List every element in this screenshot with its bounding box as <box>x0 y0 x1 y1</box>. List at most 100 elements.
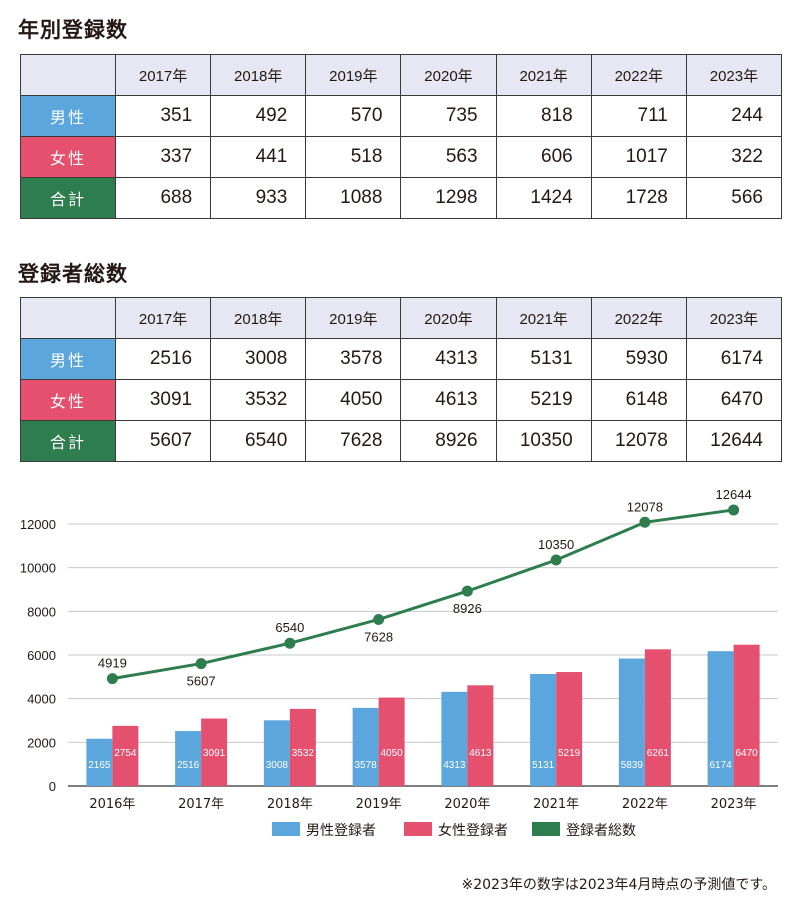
total-label: 7628 <box>364 629 393 644</box>
table-cell: 818 <box>495 95 592 137</box>
total-point <box>373 613 385 625</box>
total-point <box>728 504 740 516</box>
table-cell: 6148 <box>590 379 687 421</box>
year-header: 2023年 <box>685 54 783 96</box>
y-tick-label: 8000 <box>27 604 56 619</box>
table-cell: 606 <box>495 136 592 178</box>
table-cell: 6540 <box>210 420 307 462</box>
bar-label-male: 4313 <box>443 760 466 771</box>
table-cell: 563 <box>400 136 497 178</box>
x-tick-label: 2017年 <box>178 797 224 812</box>
cumulative-title: 登録者総数 <box>18 262 128 286</box>
bar-female <box>289 708 316 786</box>
bar-label-female: 2754 <box>114 748 137 759</box>
table-cell: 5219 <box>495 379 592 421</box>
bar-male <box>618 658 645 786</box>
total-point <box>639 516 651 528</box>
table-cell: 1424 <box>495 177 592 219</box>
y-tick-label: 10000 <box>20 561 56 576</box>
table-cell: 7628 <box>305 420 402 462</box>
table-cell: 10350 <box>495 420 592 462</box>
table-cell: 5930 <box>590 338 687 380</box>
bar-female <box>201 718 228 786</box>
total-label: 8926 <box>453 601 482 616</box>
row-label: 男性 <box>20 95 116 137</box>
year-header: 2021年 <box>495 297 592 339</box>
year-header: 2020年 <box>400 297 497 339</box>
header-row: 2017年 2018年 2019年 2020年 2021年 2022年 2023年 <box>20 54 783 96</box>
bar-female <box>112 725 139 786</box>
table-cell: 570 <box>305 95 402 137</box>
table-cell: 735 <box>400 95 497 137</box>
table-cell: 441 <box>210 136 307 178</box>
table-cell: 688 <box>114 177 212 219</box>
x-tick-label: 2018年 <box>267 797 313 812</box>
x-tick-label: 2023年 <box>711 797 757 812</box>
table-cell: 2516 <box>114 338 212 380</box>
x-tick-label: 2016年 <box>89 797 135 812</box>
year-header: 2019年 <box>305 54 402 96</box>
corner-cell <box>20 54 116 96</box>
bar-label-female: 3532 <box>292 748 315 759</box>
x-tick-label: 2022年 <box>622 797 668 812</box>
year-header: 2019年 <box>305 297 402 339</box>
table-cell: 6470 <box>685 379 783 421</box>
table-row: 合計 5607 6540 7628 8926 10350 12078 12644 <box>20 420 783 462</box>
y-tick-label: 2000 <box>27 735 56 750</box>
footnote: ※2023年の数字は2023年4月時点の予測値です。 <box>461 877 777 893</box>
bar-label-male: 2516 <box>177 760 200 771</box>
total-point <box>461 585 473 597</box>
year-header: 2018年 <box>210 54 307 96</box>
row-label: 男性 <box>20 338 116 380</box>
table-cell: 518 <box>305 136 402 178</box>
bar-label-male: 5131 <box>532 760 555 771</box>
table-cell: 4613 <box>400 379 497 421</box>
bar-male <box>707 651 734 786</box>
bar-male <box>530 673 557 786</box>
bar-female <box>556 672 583 786</box>
year-header: 2022年 <box>590 54 687 96</box>
bar-label-male: 2165 <box>88 760 111 771</box>
bar-label-female: 3091 <box>203 748 226 759</box>
bar-male <box>175 731 202 786</box>
total-label: 4919 <box>98 656 127 671</box>
table-cell: 5131 <box>495 338 592 380</box>
bar-label-female: 6470 <box>736 748 759 759</box>
bar-male <box>263 720 290 786</box>
y-tick-label: 0 <box>49 779 56 794</box>
year-header: 2022年 <box>590 297 687 339</box>
total-point <box>195 658 207 670</box>
bar-label-female: 4613 <box>469 748 492 759</box>
legend-label: 女性登録者 <box>438 822 508 839</box>
table-cell: 5607 <box>114 420 212 462</box>
bar-female <box>378 697 405 786</box>
legend-label: 男性登録者 <box>306 823 376 839</box>
table-cell: 12078 <box>590 420 687 462</box>
table-cell: 1088 <box>305 177 402 219</box>
legend-swatch <box>272 822 300 836</box>
y-tick-label: 4000 <box>27 692 56 707</box>
table-cell: 1017 <box>590 136 687 178</box>
x-tick-label: 2019年 <box>356 797 402 812</box>
bar-label-female: 6261 <box>647 748 670 759</box>
legend-label: 登録者総数 <box>566 823 636 839</box>
year-header: 2017年 <box>114 54 212 96</box>
bar-male <box>86 738 113 786</box>
bar-female <box>467 685 494 786</box>
table-row: 男性 2516 3008 3578 4313 5131 5930 6174 <box>20 338 783 380</box>
row-label: 合計 <box>20 177 116 219</box>
total-label: 12644 <box>716 487 752 502</box>
table-cell: 1728 <box>590 177 687 219</box>
yearly-table: 2017年 2018年 2019年 2020年 2021年 2022年 2023年 男性 351… <box>20 54 783 219</box>
year-header: 2021年 <box>495 54 592 96</box>
row-label: 女性 <box>20 136 116 178</box>
total-label: 5607 <box>187 674 216 689</box>
table-cell: 12644 <box>685 420 783 462</box>
table-cell: 3008 <box>210 338 307 380</box>
bar-label-male: 3008 <box>266 760 289 771</box>
table-cell: 566 <box>685 177 783 219</box>
table-row: 合計 688 933 1088 1298 1424 1728 566 <box>20 177 783 219</box>
bar-male <box>352 707 379 786</box>
total-line <box>112 508 734 681</box>
